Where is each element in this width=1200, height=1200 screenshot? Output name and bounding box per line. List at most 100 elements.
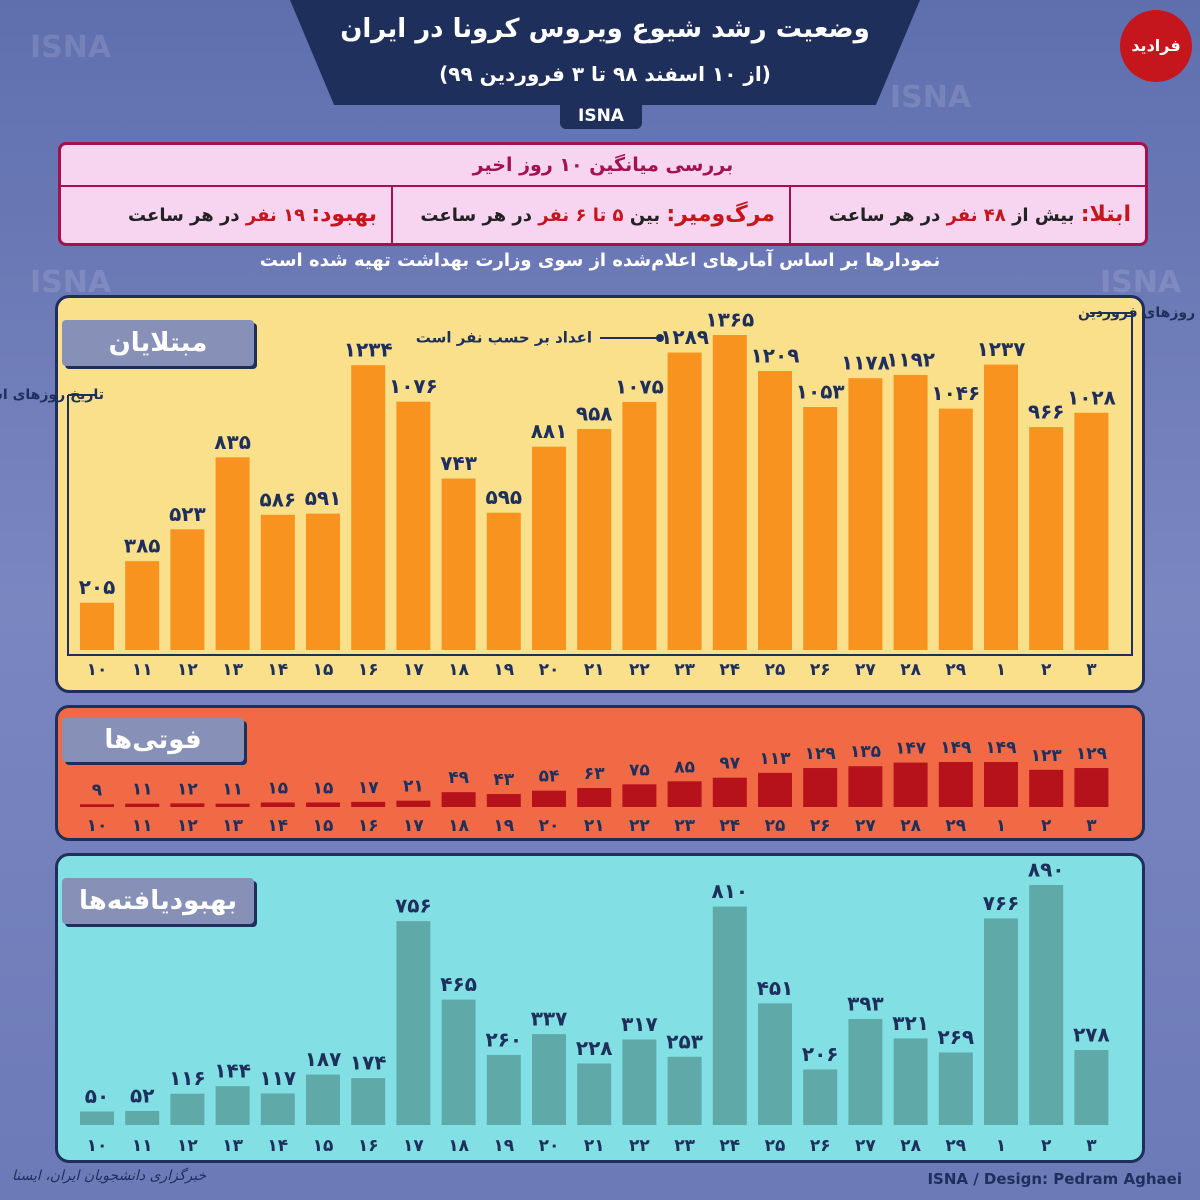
bar xyxy=(938,1052,973,1125)
bar xyxy=(622,1039,657,1125)
chart-title: مبتلایان xyxy=(62,320,254,366)
value-label: ۵۰ xyxy=(85,1084,109,1108)
item-text: در هر ساعت xyxy=(828,205,941,226)
bar xyxy=(486,512,521,650)
bar xyxy=(984,762,1018,807)
value-label: ۵۹۵ xyxy=(485,485,522,509)
value-label: ۹۵۸ xyxy=(576,401,613,425)
x-tick-label: ۱۱ xyxy=(132,1136,153,1156)
value-label: ۱۷۴ xyxy=(350,1051,387,1075)
x-tick-label: ۲۹ xyxy=(945,1136,966,1156)
value-label: ۹۷ xyxy=(719,754,740,774)
x-tick-label: ۲۸ xyxy=(900,1136,921,1156)
x-tick-label: ۱۵ xyxy=(313,1136,334,1156)
x-tick-label: ۱۵ xyxy=(313,816,334,836)
bar xyxy=(532,446,566,650)
value-label: ۷۵۶ xyxy=(395,894,432,918)
bar xyxy=(215,457,250,650)
bar xyxy=(486,1054,521,1125)
bar xyxy=(80,602,114,650)
bar xyxy=(306,802,340,807)
x-tick-label: ۱۵ xyxy=(313,660,334,680)
watermark: ISNA xyxy=(30,30,112,65)
x-tick-label: ۲۰ xyxy=(539,1136,560,1156)
watermark: ISNA xyxy=(890,80,972,115)
bar xyxy=(125,1110,160,1125)
x-tick-label: ۲۱ xyxy=(584,1136,605,1156)
bar xyxy=(758,1003,792,1125)
bar xyxy=(396,401,431,650)
annotation: تاریخ روزهای فروردین xyxy=(1078,305,1200,321)
x-tick-label: ۱۹ xyxy=(493,660,514,680)
bar xyxy=(848,378,883,650)
bar xyxy=(712,335,747,650)
bar xyxy=(758,371,792,650)
bar xyxy=(667,1056,702,1125)
summary-item: مرگ‌ومیر: بین ۵ تا ۶ نفر در هر ساعت xyxy=(391,187,791,243)
x-tick-label: ۲۲ xyxy=(629,816,650,836)
bar xyxy=(260,802,295,807)
bar xyxy=(712,906,747,1125)
footer-agency: خبرگزاری دانشجویان ایران، ایسنا xyxy=(12,1168,207,1184)
x-tick-label: ۲۵ xyxy=(765,1136,786,1156)
x-tick-label: ۱۲ xyxy=(177,660,198,680)
value-label: ۱۱۳ xyxy=(759,749,791,769)
value-label: ۴۳ xyxy=(493,770,514,790)
bar xyxy=(351,1078,386,1125)
value-label: ۲۵۳ xyxy=(666,1029,703,1053)
x-tick-label: ۱۴ xyxy=(267,1136,288,1156)
x-tick-label: ۲۹ xyxy=(945,816,966,836)
bar xyxy=(1029,769,1064,807)
bar xyxy=(170,529,205,650)
bar xyxy=(441,478,476,650)
source-tag: ISNA xyxy=(560,103,642,129)
bar xyxy=(622,784,657,807)
value-label: ۱۲۳۷ xyxy=(977,337,1026,361)
x-tick-label: ۱۷ xyxy=(403,660,424,680)
value-label: ۱۸۷ xyxy=(305,1047,342,1071)
value-label: ۸۸۱ xyxy=(531,419,568,443)
x-tick-label: ۲۳ xyxy=(674,1136,695,1156)
value-label: ۱۴۹ xyxy=(985,738,1017,758)
bar xyxy=(260,514,295,650)
x-tick-label: ۲۸ xyxy=(900,660,921,680)
x-tick-label: ۲۱ xyxy=(584,660,605,680)
item-text: بین xyxy=(629,205,661,226)
value-label: ۲۲۸ xyxy=(576,1036,613,1060)
value-label: ۵۲۳ xyxy=(169,502,206,526)
value-label: ۸۵ xyxy=(674,757,695,777)
bar xyxy=(396,921,431,1125)
x-tick-label: ۲۱ xyxy=(584,816,605,836)
x-tick-label: ۲ xyxy=(1041,660,1052,680)
title: وضعیت رشد شیوع ویروس کرونا در ایران xyxy=(340,14,870,44)
value-label: ۸۱۰ xyxy=(711,879,748,903)
bar xyxy=(170,803,205,807)
bar xyxy=(803,768,838,807)
x-tick-label: ۱۹ xyxy=(493,1136,514,1156)
x-tick-label: ۳ xyxy=(1086,660,1097,680)
x-tick-label: ۱ xyxy=(996,1136,1006,1156)
bar xyxy=(667,781,702,807)
bar xyxy=(80,1111,114,1125)
value-label: ۵۹۱ xyxy=(305,486,342,510)
bar xyxy=(938,762,973,807)
x-tick-label: ۱۶ xyxy=(358,1136,379,1156)
value-label: ۱۲۰۹ xyxy=(751,344,800,368)
bar xyxy=(893,374,928,650)
x-tick-label: ۱۸ xyxy=(448,660,469,680)
x-tick-label: ۲۰ xyxy=(539,816,560,836)
value-label: ۵۲ xyxy=(130,1083,154,1107)
value-label: ۱۵ xyxy=(313,778,334,798)
value-label: ۵۸۶ xyxy=(259,487,296,511)
x-tick-label: ۲۸ xyxy=(900,816,921,836)
x-tick-label: ۳ xyxy=(1086,816,1097,836)
bar xyxy=(306,513,340,650)
x-tick-label: ۳ xyxy=(1086,1136,1097,1156)
x-tick-label: ۲۵ xyxy=(765,660,786,680)
item-highlight: ۵ تا ۶ نفر xyxy=(538,205,624,226)
bar xyxy=(441,792,476,807)
x-tick-label: ۲۶ xyxy=(810,816,831,836)
value-label: ۳۳۷ xyxy=(531,1007,568,1031)
bar xyxy=(577,1063,612,1125)
